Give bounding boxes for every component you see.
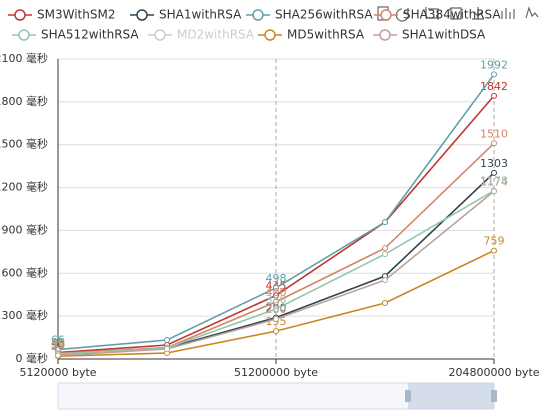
- point: [273, 284, 279, 291]
- y-tick-label: 300 毫秒: [2, 308, 49, 322]
- legend-label: SHA256withRSA: [275, 8, 373, 22]
- legend-label: SHA1withDSA: [402, 28, 486, 42]
- tool-restore[interactable]: [395, 8, 409, 22]
- zoom-window[interactable]: [408, 383, 494, 409]
- point: [382, 251, 388, 258]
- point: [491, 140, 497, 147]
- toolbox[interactable]: [377, 6, 539, 22]
- legend-icon-circle: [252, 9, 264, 21]
- legend-icon-circle: [18, 29, 30, 41]
- y-tick-label: 1200 毫秒: [0, 180, 48, 194]
- value-label: 1842: [480, 80, 508, 93]
- legend-item[interactable]: MD2withRSA: [148, 28, 255, 42]
- value-label: 759: [484, 235, 505, 248]
- legend-icon-circle: [264, 29, 276, 41]
- data-zoom[interactable]: [57, 382, 497, 410]
- point: [55, 352, 61, 359]
- value-label: 280: [266, 303, 287, 316]
- legend-item[interactable]: SHA256withRSA: [246, 8, 373, 22]
- legend-item[interactable]: SM3WithSM2: [8, 8, 115, 22]
- tool-save[interactable]: [472, 7, 484, 20]
- point: [491, 188, 497, 195]
- x-tick-label: 5120000 byte: [19, 366, 96, 379]
- x-tick-label: 51200000 byte: [234, 366, 318, 379]
- y-tick-label: 1500 毫秒: [0, 137, 48, 151]
- point: [273, 298, 279, 305]
- value-label: 40: [51, 337, 65, 350]
- legend-label: SHA384withRSA: [403, 8, 501, 22]
- value-label: 66: [51, 334, 65, 347]
- tool-bar[interactable]: [501, 8, 515, 19]
- legend-icon-circle: [14, 9, 26, 21]
- point: [382, 219, 388, 226]
- point: [491, 247, 497, 254]
- point: [273, 306, 279, 312]
- y-tick-label: 2100 毫秒: [0, 51, 48, 65]
- value-label: 1303: [480, 157, 508, 170]
- y-tick-label: 900 毫秒: [2, 222, 49, 236]
- legend-label: SHA1withRSA: [159, 8, 242, 22]
- point: [273, 292, 279, 299]
- legend-item[interactable]: SHA384withRSA: [374, 8, 501, 22]
- value-label: 1510: [480, 127, 508, 140]
- tool-line[interactable]: [525, 6, 539, 19]
- legend-icon-circle: [379, 29, 391, 41]
- y-tick-label: 600 毫秒: [2, 265, 49, 279]
- value-label: 20: [51, 340, 65, 353]
- point: [491, 169, 497, 176]
- value-label: 25: [51, 339, 65, 352]
- point: [382, 277, 388, 284]
- point: [273, 316, 279, 322]
- value-label: 350: [266, 293, 287, 306]
- point: [491, 71, 497, 78]
- point: [491, 92, 497, 99]
- value-label: 35: [51, 338, 65, 351]
- tool-zoom[interactable]: [425, 7, 439, 20]
- legend-item[interactable]: MD5withRSA: [258, 28, 365, 42]
- legend-label: MD5withRSA: [287, 28, 365, 42]
- value-label: 45: [51, 337, 65, 350]
- value-label: 1178: [480, 175, 508, 188]
- point: [164, 337, 170, 343]
- value-label: 400: [266, 286, 287, 299]
- value-label: 1992: [480, 58, 508, 71]
- legend-icon-circle: [380, 9, 392, 21]
- value-label: 498: [266, 272, 287, 285]
- legend-label: MD2withRSA: [177, 28, 255, 42]
- point: [382, 245, 388, 252]
- point: [273, 328, 279, 335]
- legend-item[interactable]: SHA512withRSA: [12, 28, 139, 42]
- legend-label: SM3WithSM2: [37, 8, 115, 22]
- legend-label: SHA512withRSA: [41, 28, 139, 42]
- zoom-handle[interactable]: [491, 390, 497, 402]
- point: [164, 346, 170, 352]
- zoom-handle[interactable]: [405, 390, 411, 402]
- point: [382, 300, 388, 306]
- y-tick-label: 0 毫秒: [16, 351, 49, 365]
- legend-icon-circle: [154, 29, 166, 41]
- tool-zoom-back[interactable]: [447, 7, 462, 20]
- y-tick-label: 1800 毫秒: [0, 94, 48, 108]
- legend-icon-circle: [136, 9, 148, 21]
- value-label: 1174: [480, 175, 508, 188]
- legend-item[interactable]: SHA1withRSA: [130, 8, 242, 22]
- x-tick-label: 204800000 byte: [448, 366, 539, 379]
- legend-item[interactable]: SHA1withDSA: [373, 28, 486, 42]
